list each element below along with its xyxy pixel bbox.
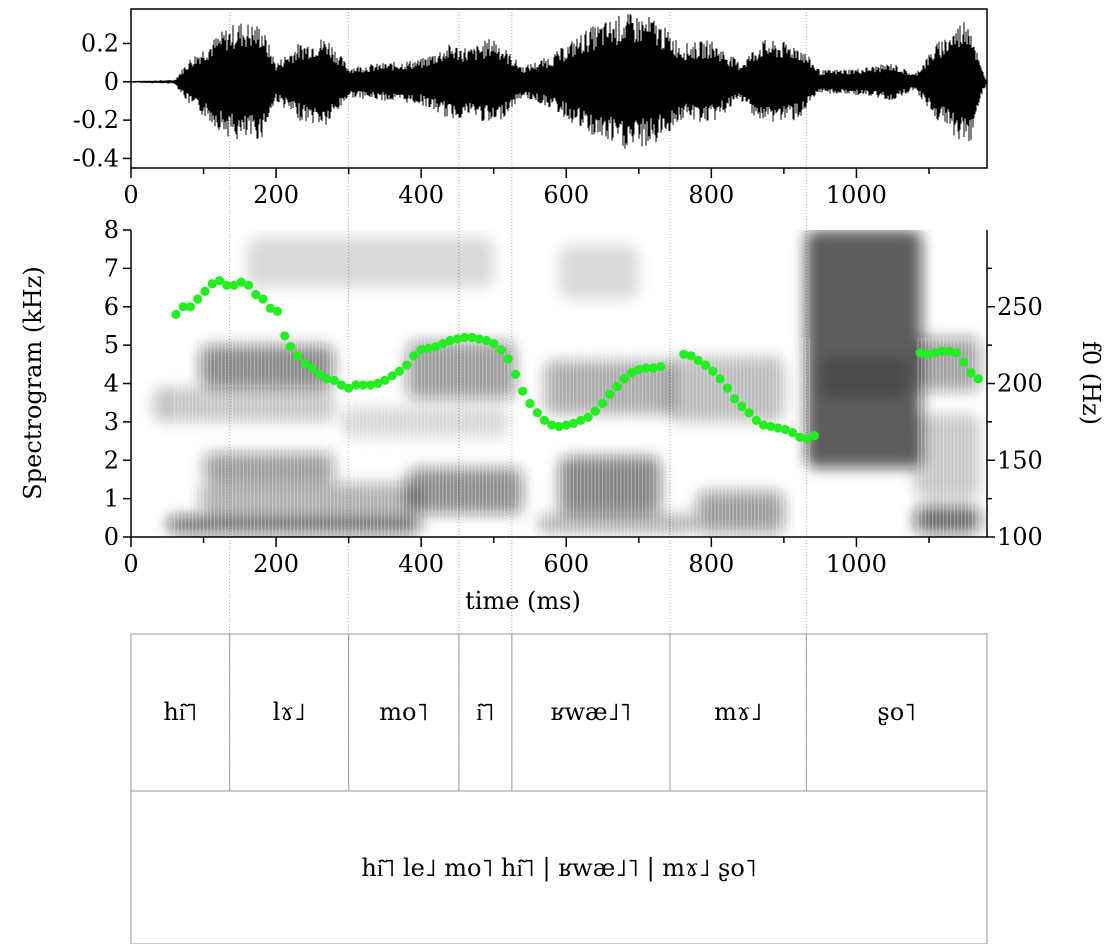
x-axis-title: time (ms) xyxy=(465,587,581,615)
waveform-x-tick-label: 200 xyxy=(253,181,299,209)
f0-point xyxy=(171,310,180,319)
f0-point xyxy=(496,345,505,354)
f0-y-tick-label: 250 xyxy=(997,293,1043,321)
f0-point xyxy=(605,390,614,399)
f0-point xyxy=(511,370,520,379)
segment-label: mo˥ xyxy=(379,698,428,726)
f0-point xyxy=(258,294,267,303)
f0-point xyxy=(402,360,411,369)
f0-point xyxy=(193,294,202,303)
spectrogram-energy-band xyxy=(820,357,907,399)
segment-label: lɤ˩ xyxy=(273,698,306,726)
f0-point xyxy=(744,408,753,417)
waveform-y-tick-label: -0.2 xyxy=(73,106,119,134)
spectrogram-panel: 0 1 2 3 4 5 6 7 8 100 150 200 250 0 200 400 600 800 1000… xyxy=(19,216,1105,615)
f0-point xyxy=(308,364,317,373)
spectrogram-y-tick-label: 3 xyxy=(104,408,119,436)
waveform-x-axis: 0 200 400 600 800 1000 xyxy=(123,168,929,209)
waveform-x-tick-label: 1000 xyxy=(826,181,887,209)
f0-point xyxy=(723,384,732,393)
segment-label: hi͂˥ xyxy=(163,698,197,726)
spectrogram-x-axis: 0 200 400 600 800 1000 xyxy=(123,537,929,578)
segment-label: ʂo˥ xyxy=(877,698,916,726)
f0-y-tick-label: 200 xyxy=(997,370,1043,398)
waveform-y-axis: 0.2 0 -0.2 -0.4 xyxy=(73,29,131,172)
f0-point xyxy=(737,402,746,411)
f0-point xyxy=(280,331,289,340)
f0-point xyxy=(620,374,629,383)
y2-axis-title: f0 (Hz) xyxy=(1077,341,1105,425)
f0-point xyxy=(286,342,295,351)
spectrogram-energy-band xyxy=(200,483,421,514)
spectrogram-y-tick-label: 7 xyxy=(104,254,119,282)
f0-point xyxy=(489,339,498,348)
spectrogram-x-tick-label: 1000 xyxy=(826,550,887,578)
spectrogram-y-axis: 0 1 2 3 4 5 6 7 8 xyxy=(104,216,131,551)
f0-point xyxy=(186,302,195,311)
waveform-x-tick-label: 800 xyxy=(688,181,734,209)
f0-point xyxy=(656,362,665,371)
f0-point xyxy=(409,351,418,360)
spectrogram-x-tick-label: 200 xyxy=(253,550,299,578)
f0-point xyxy=(959,357,968,366)
spectrogram-energy-band xyxy=(559,245,639,299)
spectrogram-y-tick-label: 0 xyxy=(104,523,119,551)
spectrogram-x-tick-label: 800 xyxy=(688,550,734,578)
tier-frame xyxy=(131,634,987,944)
spectrogram-y-tick-label: 5 xyxy=(104,331,119,359)
f0-point xyxy=(591,407,600,416)
waveform-y-tick-label: -0.4 xyxy=(73,144,119,172)
spectrogram-y-tick-label: 2 xyxy=(104,446,119,474)
waveform-panel: 0.2 0 -0.2 -0.4 0 200 400 600 800 1000 xyxy=(73,9,987,209)
waveform-trace xyxy=(131,14,987,149)
f0-y-tick-label: 100 xyxy=(997,523,1043,551)
f0-y-axis: 100 150 200 250 xyxy=(987,268,1043,551)
f0-point xyxy=(244,281,253,290)
f0-point xyxy=(504,354,513,363)
f0-point xyxy=(708,367,717,376)
spectrogram-x-tick-label: 600 xyxy=(543,550,589,578)
waveform-y-tick-label: 0 xyxy=(104,68,119,96)
f0-point xyxy=(701,360,710,369)
spectrogram-y-tick-label: 6 xyxy=(104,293,119,321)
segment-tier: hi͂˥ lɤ˩ mo˥ i͂˥ ʁwæ˩˥ mɤ˩ ʂo˥ xyxy=(163,634,916,791)
f0-point xyxy=(518,387,527,396)
f0-point xyxy=(583,413,592,422)
f0-point xyxy=(273,307,282,316)
f0-point xyxy=(200,287,209,296)
waveform-y-tick-label: 0.2 xyxy=(81,29,119,57)
f0-point xyxy=(533,408,542,417)
f0-point xyxy=(395,367,404,376)
f0-point xyxy=(525,399,534,408)
spectrogram-x-tick-label: 400 xyxy=(398,550,444,578)
waveform-x-tick-label: 600 xyxy=(543,181,589,209)
f0-y-tick-label: 150 xyxy=(997,446,1043,474)
segment-label: mɤ˩ xyxy=(714,698,762,726)
f0-point xyxy=(715,374,724,383)
waveform-x-tick-label: 400 xyxy=(398,181,444,209)
f0-point xyxy=(612,382,621,391)
segment-label: ʁwæ˩˥ xyxy=(551,698,632,726)
spectrogram-energy-band xyxy=(247,238,494,288)
f0-point xyxy=(730,394,739,403)
f0-point xyxy=(966,368,975,377)
f0-point xyxy=(974,374,983,383)
spectrogram-y-tick-label: 8 xyxy=(104,216,119,244)
spectrogram-x-tick-label: 0 xyxy=(123,550,138,578)
f0-point xyxy=(293,351,302,360)
f0-point xyxy=(952,348,961,357)
waveform-x-tick-label: 0 xyxy=(123,181,138,209)
phrase-tier-label: hi͂˥ le˩ mo˥ hi͂˥ | ʁwæ˩˥ | mɤ˩ ʂo˥ xyxy=(361,854,756,883)
annotation-tiers: hi͂˥ lɤ˩ mo˥ i͂˥ ʁwæ˩˥ mɤ˩ ʂo˥ hi͂˥ le˩ mo˥ hi… xyxy=(131,634,987,944)
spectrogram-y-tick-label: 4 xyxy=(104,370,119,398)
spectrogram-y-tick-label: 1 xyxy=(104,485,119,513)
f0-point xyxy=(598,399,607,408)
y-axis-title: Spectrogram (kHz) xyxy=(19,266,47,499)
f0-point xyxy=(810,431,819,440)
spectrogram-energy-band xyxy=(806,230,922,468)
segment-label: i͂˥ xyxy=(476,698,495,726)
